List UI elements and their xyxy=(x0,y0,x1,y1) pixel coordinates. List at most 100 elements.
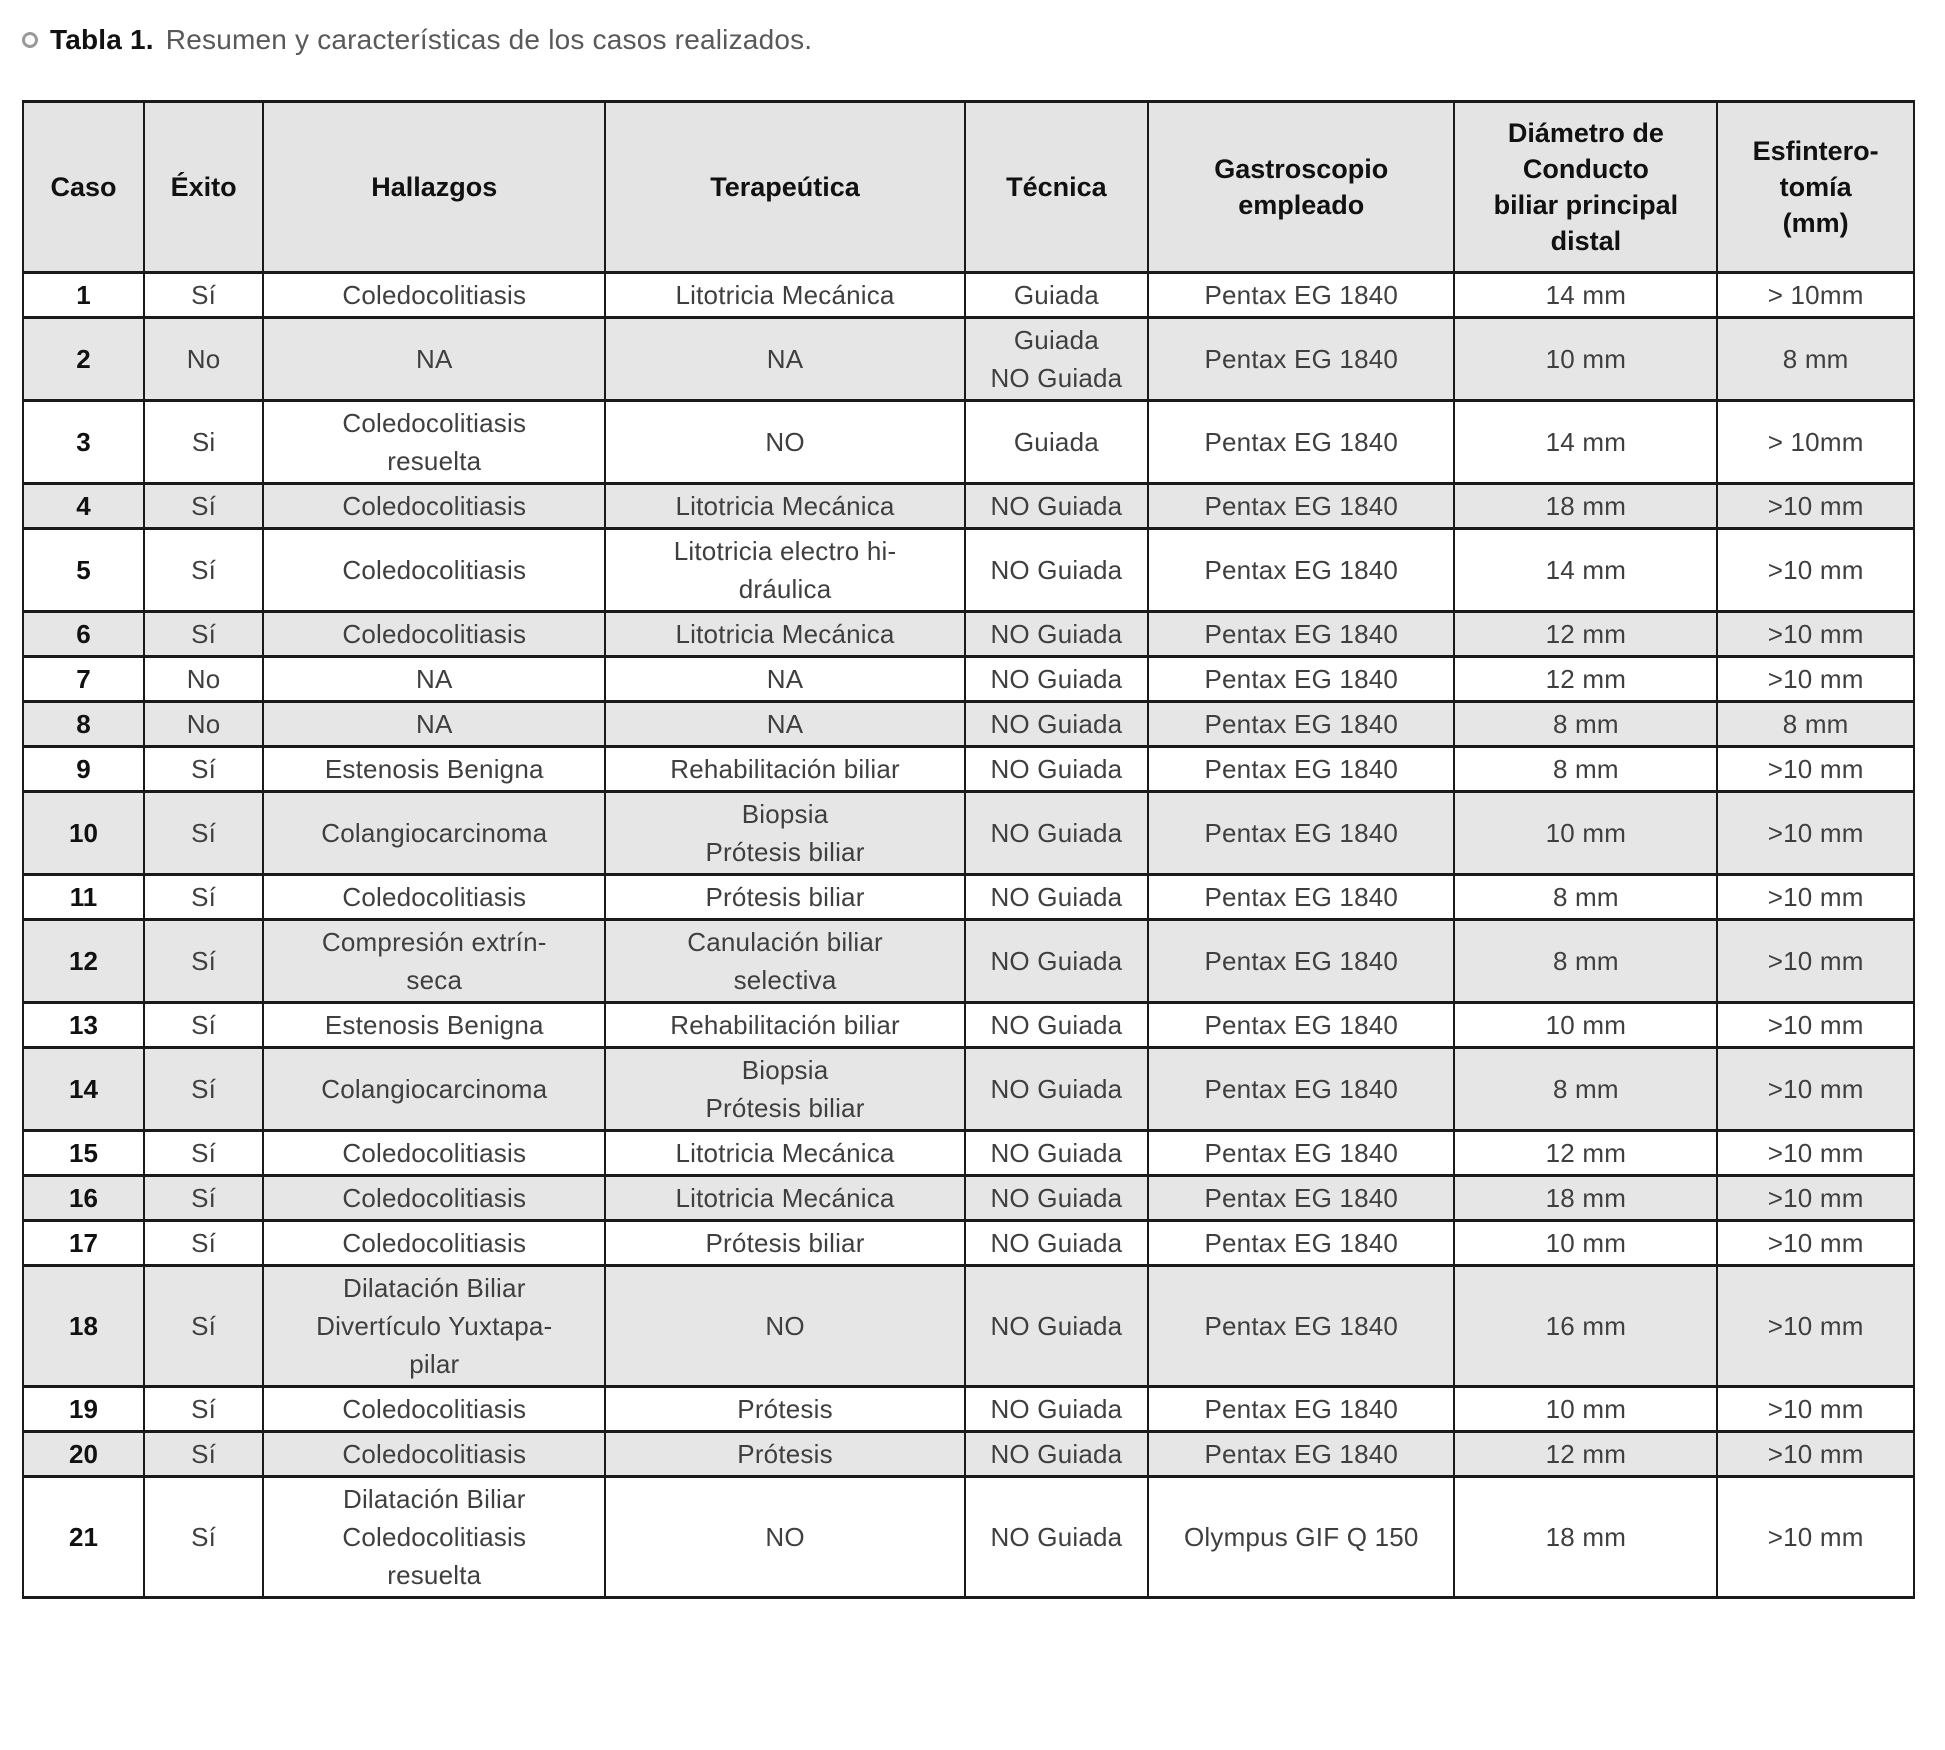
table-cell: Sí xyxy=(143,873,265,921)
table-cell: 10 mm xyxy=(1453,1001,1719,1049)
table-row: 21 Sí Dilatación Biliar Coledocolitiasis r… xyxy=(21,1475,1915,1599)
table-row: 13 Sí Estenosis Benigna Rehabilitación bili… xyxy=(21,1001,1915,1049)
table-cell: No xyxy=(143,655,265,703)
table-cell: 8 mm xyxy=(1453,918,1719,1004)
table-cell: NO xyxy=(604,399,966,485)
table-row: 9 Sí Estenosis Benigna Rehabilitación bilia… xyxy=(21,745,1915,793)
table-cell: >10 mm xyxy=(1716,1264,1915,1388)
table-cell: 16 xyxy=(21,1174,146,1222)
table-title: Tabla 1. Resumen y características de lo… xyxy=(22,24,1923,56)
table-cell: Canulación biliar selectiva xyxy=(604,918,966,1004)
table-cell: >10 mm xyxy=(1716,527,1915,613)
table-cell: Colangiocarcinoma xyxy=(262,1046,607,1132)
table-cell: NO Guiada xyxy=(963,700,1150,748)
table-body: 1 Sí Coledocolitiasis Litotricia Mecánica Gu… xyxy=(21,271,1915,1599)
table-cell: Litotricia Mecánica xyxy=(604,610,966,658)
table-cell: 16 mm xyxy=(1453,1264,1719,1388)
table-row: 17 Sí Coledocolitiasis Prótesis biliar NO Gu… xyxy=(21,1219,1915,1267)
table-row: 10 Sí Colangiocarcinoma Biopsia Prótesis bi… xyxy=(21,790,1915,876)
title-description: Resumen y características de los casos r… xyxy=(165,24,813,55)
table-row: 15 Sí Coledocolitiasis Litotricia Mecánica N… xyxy=(21,1129,1915,1177)
table-row: 14 Sí Colangiocarcinoma Biopsia Prótesis bi… xyxy=(21,1046,1915,1132)
header-cell: Gastroscopio empleado xyxy=(1147,100,1456,274)
table-cell: Pentax EG 1840 xyxy=(1147,271,1456,319)
table-cell: Coledocolitiasis xyxy=(262,527,607,613)
table-cell: 12 mm xyxy=(1453,610,1719,658)
table-cell: Pentax EG 1840 xyxy=(1147,1001,1456,1049)
table-cell: NO Guiada xyxy=(963,1219,1150,1267)
table-cell: 8 mm xyxy=(1453,745,1719,793)
table-cell: Pentax EG 1840 xyxy=(1147,610,1456,658)
table-cell: NO Guiada xyxy=(963,482,1150,530)
table-row: 1 Sí Coledocolitiasis Litotricia Mecánica Gu… xyxy=(21,271,1915,319)
table-cell: Coledocolitiasis xyxy=(262,1219,607,1267)
table-row: 8 No NA NA NO Guiada Pentax EG 1840 8 mm 8 mm xyxy=(21,700,1915,748)
table-cell: Compresión extrín- seca xyxy=(262,918,607,1004)
table-cell: 18 mm xyxy=(1453,482,1719,530)
table-cell: >10 mm xyxy=(1716,1129,1915,1177)
table-row: 6 Sí Coledocolitiasis Litotricia Mecánica NO… xyxy=(21,610,1915,658)
table-row: 2 No NA NA Guiada NO Guiada Pentax EG 1840 10 … xyxy=(21,316,1915,402)
header-cell: Técnica xyxy=(963,100,1150,274)
table-cell: 8 mm xyxy=(1716,316,1915,402)
table-cell: >10 mm xyxy=(1716,1046,1915,1132)
table-cell: Litotricia Mecánica xyxy=(604,271,966,319)
table-cell: 6 xyxy=(21,610,146,658)
header-cell: Éxito xyxy=(143,100,265,274)
table-cell: 21 xyxy=(21,1475,146,1599)
header-cell: Hallazgos xyxy=(262,100,607,274)
table-cell: Sí xyxy=(143,1129,265,1177)
table-cell: 8 mm xyxy=(1453,873,1719,921)
table-cell: Pentax EG 1840 xyxy=(1147,1174,1456,1222)
table-cell: Pentax EG 1840 xyxy=(1147,527,1456,613)
table-cell: NO Guiada xyxy=(963,790,1150,876)
table-row: 4 Sí Coledocolitiasis Litotricia Mecánica NO… xyxy=(21,482,1915,530)
table-cell: > 10mm xyxy=(1716,399,1915,485)
table-cell: Dilatación Biliar Divertículo Yuxtapa- p… xyxy=(262,1264,607,1388)
table-cell: > 10mm xyxy=(1716,271,1915,319)
table-cell: >10 mm xyxy=(1716,1385,1915,1433)
table-cell: Sí xyxy=(143,1219,265,1267)
header-row: Caso Éxito Hallazgos Terapeútica Técnica Gast… xyxy=(21,100,1915,274)
table-cell: Coledocolitiasis xyxy=(262,1385,607,1433)
table-cell: Olympus GIF Q 150 xyxy=(1147,1475,1456,1599)
table-cell: 14 xyxy=(21,1046,146,1132)
title-label: Tabla 1. xyxy=(50,24,154,55)
table-cell: Pentax EG 1840 xyxy=(1147,316,1456,402)
table-row: 18 Sí Dilatación Biliar Divertículo Yuxtap… xyxy=(21,1264,1915,1388)
table-cell: >10 mm xyxy=(1716,873,1915,921)
table-cell: NO xyxy=(604,1264,966,1388)
table-cell: NO Guiada xyxy=(963,1264,1150,1388)
table-cell: Sí xyxy=(143,482,265,530)
table-row: 7 No NA NA NO Guiada Pentax EG 1840 12 mm >10 m… xyxy=(21,655,1915,703)
table-cell: Coledocolitiasis xyxy=(262,482,607,530)
cases-table: Caso Éxito Hallazgos Terapeútica Técnica Gast… xyxy=(21,100,1915,1599)
table-cell: >10 mm xyxy=(1716,790,1915,876)
table-cell: >10 mm xyxy=(1716,1174,1915,1222)
table-cell: Pentax EG 1840 xyxy=(1147,700,1456,748)
table-cell: 19 xyxy=(21,1385,146,1433)
table-cell: Prótesis xyxy=(604,1430,966,1478)
table-cell: Pentax EG 1840 xyxy=(1147,873,1456,921)
table-cell: Sí xyxy=(143,1385,265,1433)
header-cell: Terapeútica xyxy=(604,100,966,274)
table-cell: 11 xyxy=(21,873,146,921)
table-cell: Sí xyxy=(143,1174,265,1222)
table-cell: Pentax EG 1840 xyxy=(1147,1264,1456,1388)
table-cell: Guiada xyxy=(963,271,1150,319)
table-cell: NO Guiada xyxy=(963,1001,1150,1049)
table-cell: 1 xyxy=(21,271,146,319)
table-cell: NO Guiada xyxy=(963,655,1150,703)
table-cell: NO Guiada xyxy=(963,745,1150,793)
table-cell: Biopsia Prótesis biliar xyxy=(604,1046,966,1132)
table-cell: 20 xyxy=(21,1430,146,1478)
table-cell: Coledocolitiasis resuelta xyxy=(262,399,607,485)
table-row: 19 Sí Coledocolitiasis Prótesis NO Guiada Pen… xyxy=(21,1385,1915,1433)
table-cell: NO Guiada xyxy=(963,1475,1150,1599)
table-cell: NA xyxy=(604,700,966,748)
table-cell: 9 xyxy=(21,745,146,793)
table-cell: Coledocolitiasis xyxy=(262,610,607,658)
table-cell: NO Guiada xyxy=(963,1174,1150,1222)
table-cell: >10 mm xyxy=(1716,655,1915,703)
table-cell: Pentax EG 1840 xyxy=(1147,1219,1456,1267)
